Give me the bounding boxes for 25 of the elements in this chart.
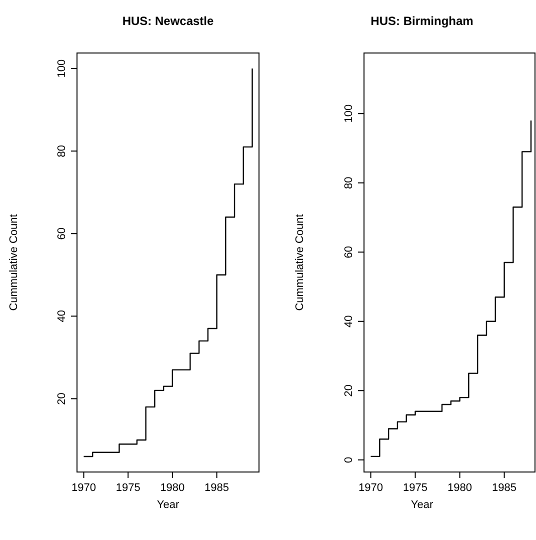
x-tick-label: 1985 xyxy=(204,482,230,494)
y-axis-title: Cummulative Count xyxy=(294,214,306,311)
y-tick-label: 60 xyxy=(56,227,68,240)
y-tick-label: 0 xyxy=(343,456,355,463)
y-tick-label: 80 xyxy=(56,144,68,158)
x-tick-label: 1985 xyxy=(492,482,517,494)
y-tick-label: 20 xyxy=(56,392,68,405)
x-tick-label: 1970 xyxy=(72,482,96,494)
chart-title: HUS: Birmingham xyxy=(370,14,474,28)
x-tick-label: 1975 xyxy=(116,482,140,494)
y-tick-label: 40 xyxy=(56,310,68,322)
y-tick-label: 100 xyxy=(56,59,68,78)
y-tick-label: 20 xyxy=(343,384,355,397)
x-tick-label: 1975 xyxy=(403,482,428,494)
y-tick-label: 40 xyxy=(343,315,355,328)
x-axis-title: Year xyxy=(156,499,180,511)
y-axis-title: Cummulative Count xyxy=(8,214,20,311)
x-axis-title: Year xyxy=(410,499,434,511)
x-tick-label: 1980 xyxy=(448,482,472,494)
x-tick-label: 1980 xyxy=(160,482,185,494)
y-tick-label: 60 xyxy=(343,246,355,258)
chart-title: HUS: Newcastle xyxy=(122,14,214,28)
x-tick-label: 1970 xyxy=(358,482,384,494)
y-tick-label: 80 xyxy=(343,176,355,189)
y-tick-label: 100 xyxy=(343,104,355,123)
